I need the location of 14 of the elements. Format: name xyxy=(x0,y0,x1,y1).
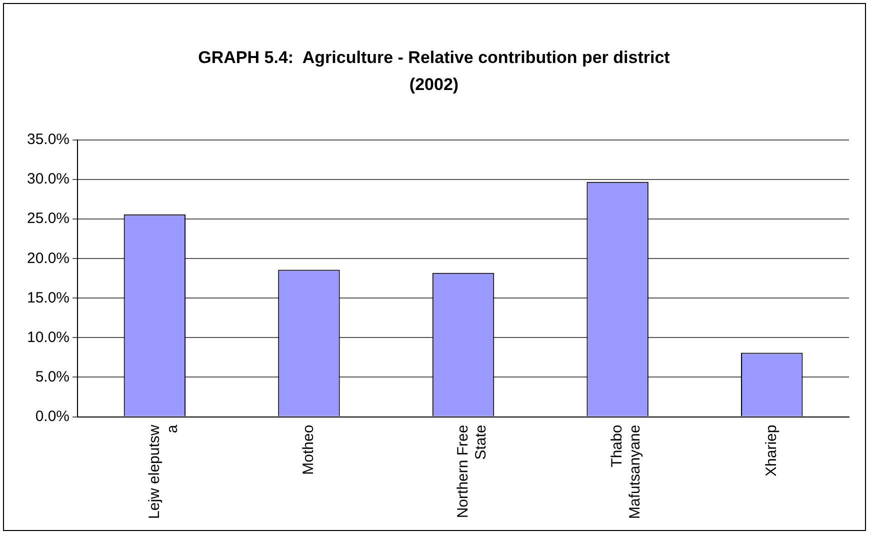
x-tick-label: Thabo Mafutsanyane xyxy=(608,424,644,520)
y-tick-label: 25.0% xyxy=(26,210,70,228)
x-tick-label: Motheo xyxy=(300,424,318,475)
x-tick-label: Lejw eleputsw a xyxy=(146,424,181,519)
y-tick-label: 30.0% xyxy=(26,170,70,188)
chart-title: GRAPH 5.4: Agriculture - Relative contribution per district (2002) xyxy=(197,47,671,96)
y-tick-label: 0.0% xyxy=(35,408,70,425)
x-tick-label: Northern Free State xyxy=(454,424,490,518)
y-tick-label: 20.0% xyxy=(26,250,70,267)
y-tick-label: 15.0% xyxy=(26,289,70,306)
y-tick-label: 5.0% xyxy=(35,368,70,386)
x-tick-label: Xhariep xyxy=(762,424,780,476)
y-tick-label: 10.0% xyxy=(26,328,70,346)
y-tick-label: 35.0% xyxy=(26,131,70,148)
